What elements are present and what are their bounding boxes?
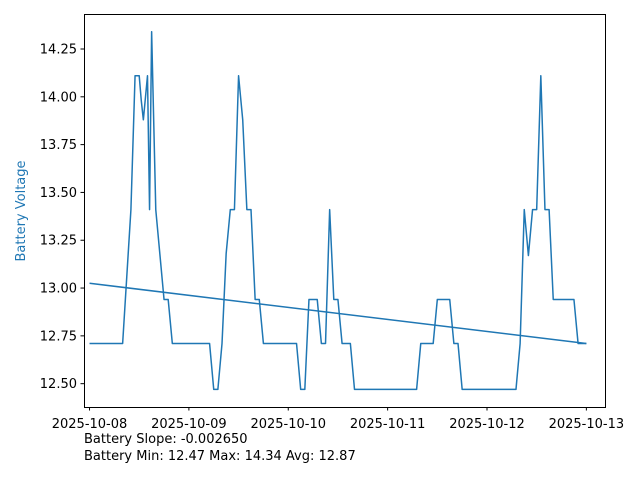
trend-line	[89, 282, 587, 345]
y-axis-label: Battery Voltage	[14, 160, 29, 261]
y-tick-label: 12.50	[40, 377, 77, 392]
x-tick-label: 2025-10-13	[549, 417, 625, 432]
y-axis: 12.50 12.75 13.00 13.25 13.50 13.75 14.00 14.25	[40, 42, 84, 392]
axes-frame	[84, 14, 606, 408]
y-tick-label: 13.75	[40, 138, 77, 153]
x-tick-label: 2025-10-08	[52, 417, 128, 432]
y-tick-label: 13.50	[40, 186, 77, 201]
x-tick-label: 2025-10-10	[250, 417, 326, 432]
y-tick-label: 13.25	[40, 234, 77, 249]
x-tick-label: 2025-10-09	[151, 417, 227, 432]
battery-voltage-line	[89, 31, 587, 391]
x-tick-label: 2025-10-12	[449, 417, 525, 432]
battery-stats-text: Battery Min: 12.47 Max: 14.34 Avg: 12.87	[84, 449, 356, 464]
y-tick-label: 13.00	[40, 282, 77, 297]
x-tick-label: 2025-10-11	[350, 417, 426, 432]
y-tick-label: 12.75	[40, 329, 77, 344]
x-axis: 2025-10-08 2025-10-09 2025-10-10 2025-10-11…	[52, 407, 624, 432]
y-tick-label: 14.00	[40, 90, 77, 105]
battery-slope-text: Battery Slope: -0.002650	[84, 432, 248, 447]
y-tick-label: 14.25	[40, 42, 77, 57]
plot-area	[89, 31, 587, 391]
